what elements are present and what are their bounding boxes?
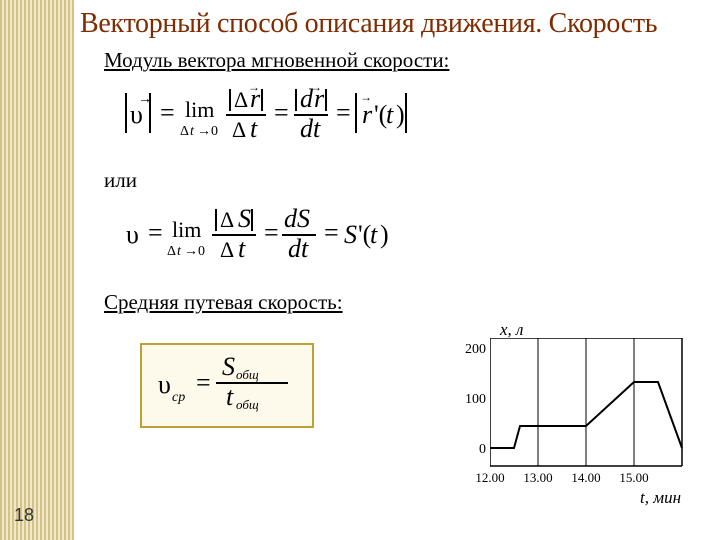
svg-text:t: t [250,114,258,143]
chart-ytick-200: 200 [452,342,486,358]
svg-text:=: = [160,98,175,127]
svg-text:t: t [190,124,195,139]
svg-text:S: S [222,353,235,381]
svg-text:S: S [238,204,251,233]
svg-text:t: t [386,100,394,129]
svg-text:t: t [177,244,182,259]
svg-text:=: = [264,218,279,247]
or-word: или [104,168,720,193]
decorative-left-strip [0,0,74,540]
chart-xtick-1200: 12.00 [475,470,504,486]
chart-xtick-1500: 15.00 [619,470,648,486]
svg-text:lim: lim [185,97,214,122]
svg-text:→: → [310,83,322,94]
svg-text:t: t [226,382,234,411]
svg-text:общ: общ [236,397,259,412]
chart-ytick-100: 100 [452,392,486,408]
svg-text:=: = [196,368,211,397]
subheading-average: Средняя путевая скорость: [104,290,720,315]
svg-text:=: = [274,98,289,127]
svg-text:dS: dS [284,204,310,233]
chart-distance-vs-time: x, л 200 100 0 12.00 13.00 14.00 15.00 t… [450,320,710,520]
svg-text:υ: υ [158,370,171,399]
svg-text:dt: dt [288,234,309,263]
svg-text:Δ: Δ [220,237,234,262]
svg-text:): ) [380,220,389,249]
chart-y-axis-label: x, л [500,320,523,340]
chart-ytick-0: 0 [452,442,486,458]
formula-2-svg: υ = lim Δ t →0 Δ S Δ t = dS dt = S '( [120,203,440,269]
svg-text:lim: lim [172,217,201,242]
svg-text:=: = [336,98,351,127]
svg-text:υ: υ [126,220,139,249]
chart-xtick-1400: 14.00 [571,470,600,486]
chart-xtick-1300: 13.00 [523,470,552,486]
svg-text:→0: →0 [184,244,205,259]
svg-text:t: t [370,220,378,249]
slide-title: Векторный способ описания движения. Скор… [80,8,720,40]
formula-average-speed-box: υ ср = S общ t общ [140,343,314,428]
formula-3-svg: υ ср = S общ t общ [154,353,300,413]
svg-text:Δ: Δ [232,117,246,142]
svg-text:=: = [148,218,163,247]
svg-text:): ) [396,100,405,129]
svg-text:r: r [362,100,373,129]
svg-text:t: t [238,234,246,263]
svg-text:Δ: Δ [167,244,176,259]
subheading-modulus: Модуль вектора мгновенной скорости: [104,48,720,73]
formula-instantaneous-speed-scalar: υ = lim Δ t →0 Δ S Δ t = dS dt = S '( [120,203,720,274]
svg-text:общ: общ [236,367,259,382]
svg-text:→0: →0 [197,124,218,139]
svg-text:Δ: Δ [220,207,234,232]
chart-svg [490,338,690,488]
formula-instantaneous-velocity-abs: υ → = lim Δ t →0 Δ r → Δ t = d r → [120,83,720,154]
svg-text:=: = [324,218,339,247]
svg-text:→: → [248,83,260,94]
svg-text:→: → [360,90,372,104]
formula-1-svg: υ → = lim Δ t →0 Δ r → Δ t = d r → [120,83,460,149]
svg-text:S: S [344,220,357,249]
svg-text:Δ: Δ [234,87,248,112]
svg-text:Δ: Δ [180,124,189,139]
chart-x-axis-label: t, мин [640,488,681,508]
svg-text:ср: ср [172,390,185,405]
svg-text:dt: dt [300,114,321,143]
page-number: 18 [14,505,34,526]
